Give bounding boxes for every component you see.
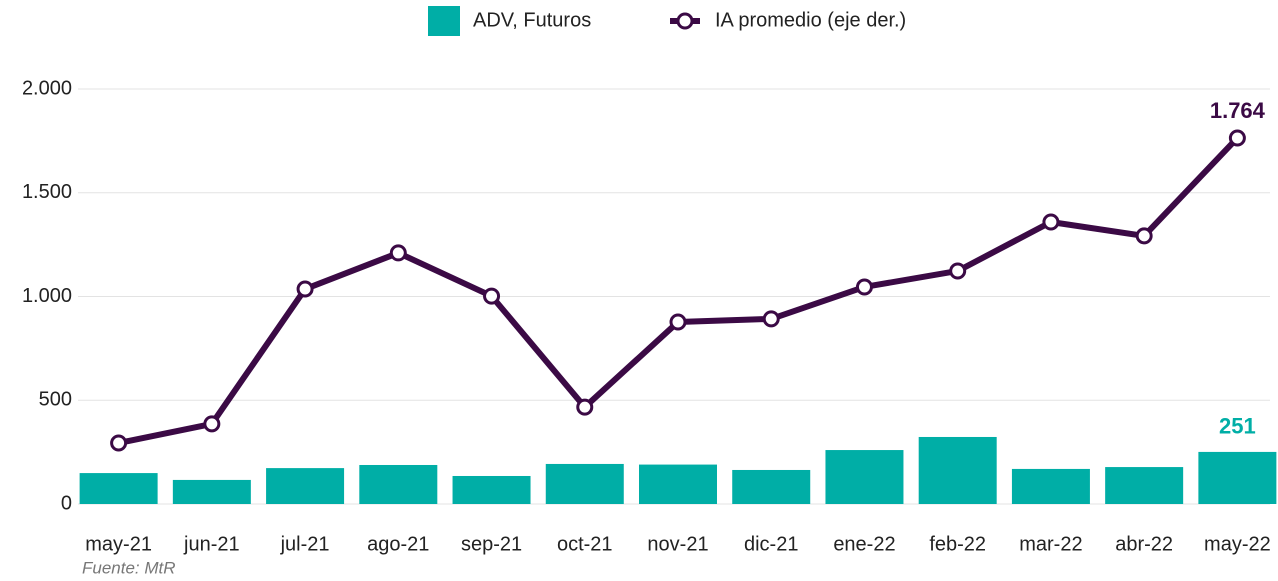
y-tick-label: 0	[61, 492, 72, 514]
y-tick-label: 500	[39, 389, 72, 411]
line-marker	[203, 415, 221, 433]
x-tick-label: mar-22	[1019, 533, 1082, 555]
bar	[1011, 468, 1090, 504]
line-marker	[296, 280, 314, 298]
x-tick-label: jul-21	[280, 533, 330, 555]
line	[118, 135, 1240, 446]
x-tick-label: dic-21	[744, 533, 798, 555]
legend-swatch	[676, 12, 694, 30]
line-marker	[762, 310, 780, 328]
source: Fuente: MtR	[82, 558, 176, 577]
line-marker	[576, 398, 594, 416]
bar	[266, 468, 345, 504]
y-tick-label: 2.000	[22, 77, 72, 99]
data-label: 1.764	[1210, 98, 1266, 123]
legend-label: IA promedio (eje der.)	[715, 9, 906, 31]
bar	[1198, 451, 1277, 504]
line-marker	[1228, 129, 1246, 147]
x-tick-label: nov-21	[647, 533, 708, 555]
y-tick-label: 1.500	[22, 181, 72, 203]
x-tick-label: abr-22	[1115, 533, 1173, 555]
line-marker	[483, 287, 501, 305]
x-tick-label: may-21	[85, 533, 152, 555]
x-tick-label: sep-21	[461, 533, 522, 555]
bar	[732, 469, 811, 504]
data-label: 251	[1219, 414, 1256, 439]
bar	[359, 464, 438, 504]
line-marker	[1135, 227, 1153, 245]
bar	[825, 450, 904, 504]
bar	[452, 475, 531, 504]
bar	[545, 463, 624, 504]
y-tick-label: 1.000	[22, 285, 72, 307]
line-marker	[855, 278, 873, 296]
bar	[1105, 467, 1184, 504]
x-tick-label: ene-22	[833, 533, 895, 555]
line-marker	[949, 262, 967, 280]
legend-label: ADV, Futuros	[473, 9, 591, 31]
line-marker	[1042, 213, 1060, 231]
x-tick-label: oct-21	[557, 533, 613, 555]
bar	[918, 436, 997, 504]
line-marker	[110, 434, 128, 452]
x-tick-label: feb-22	[929, 533, 986, 555]
legend-swatch	[428, 6, 460, 36]
line-marker	[389, 244, 407, 262]
bar	[639, 464, 717, 504]
bar	[172, 479, 251, 504]
x-tick-label: may-22	[1204, 533, 1271, 555]
line-marker	[669, 313, 687, 331]
bar	[79, 473, 158, 504]
x-tick-label: jun-21	[183, 533, 240, 555]
x-tick-label: ago-21	[367, 533, 429, 555]
